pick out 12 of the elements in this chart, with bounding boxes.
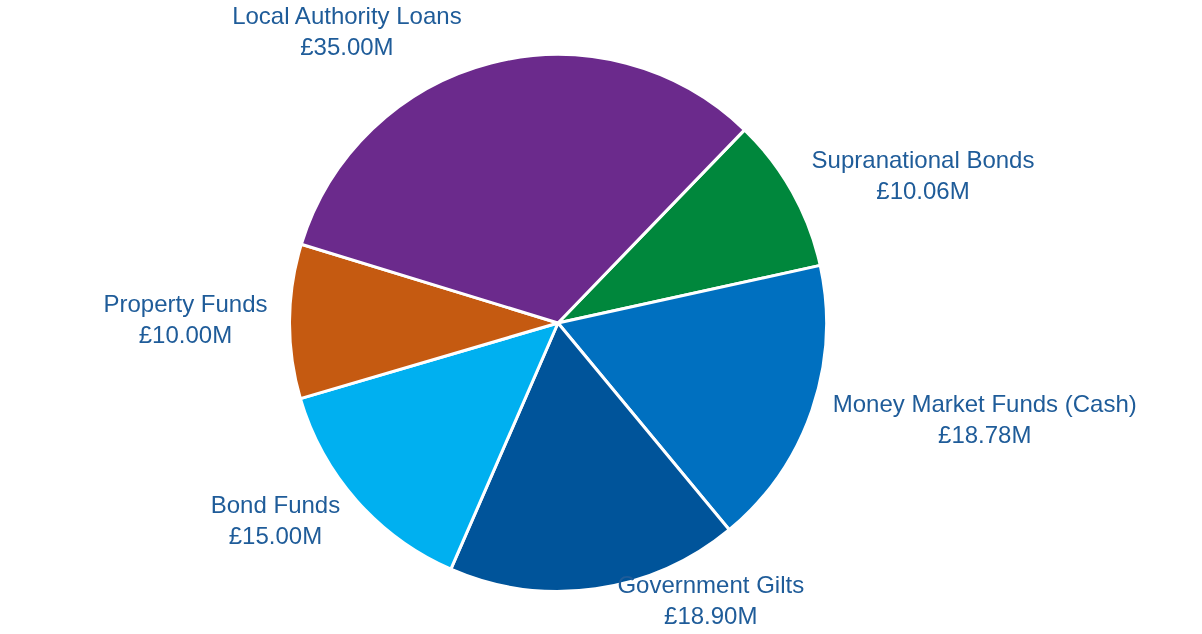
slice-label: Supranational Bonds — [811, 145, 1035, 173]
slice-label: Property Funds — [103, 290, 268, 318]
data-label: £35.00M — [300, 32, 394, 60]
data-label: £10.00M — [138, 321, 233, 349]
slice-label: Bond Funds — [210, 490, 341, 518]
slice-label: Money Market Funds (Cash) — [832, 389, 1137, 417]
data-label: £15.00M — [228, 521, 323, 549]
slice-label: Government Gilts — [617, 570, 805, 598]
data-label: £18.78M — [938, 420, 1032, 448]
slice-label: Local Authority Loans — [232, 1, 462, 29]
data-label: £18.90M — [664, 601, 758, 629]
data-label: £10.06M — [876, 176, 970, 204]
